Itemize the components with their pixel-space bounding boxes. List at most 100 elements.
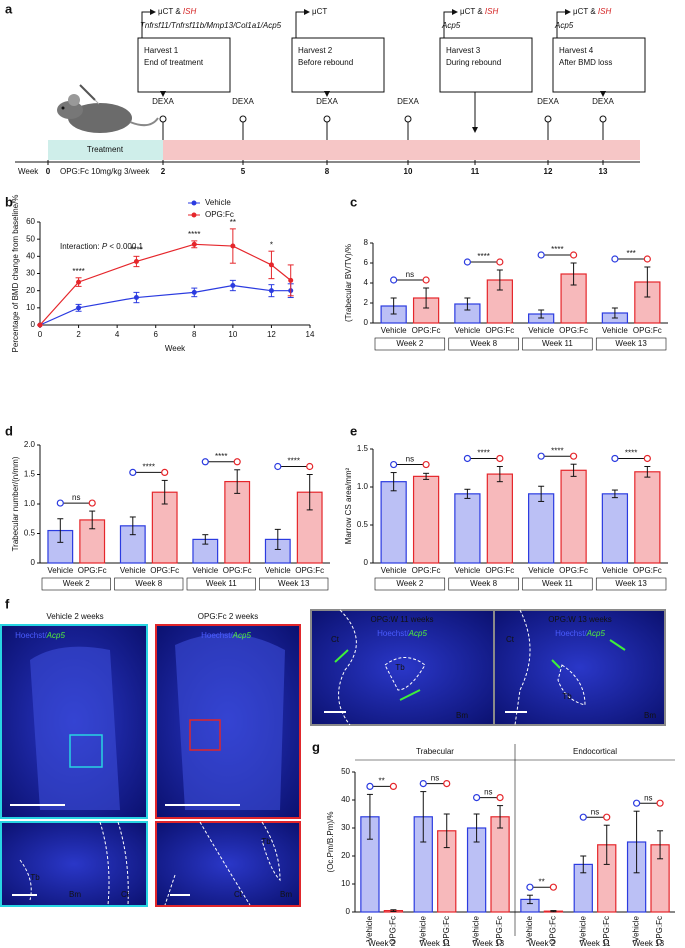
category-box (41, 577, 111, 591)
bar (486, 473, 513, 564)
bar-label: Vehicle (455, 566, 481, 575)
category-label: Week 2 (396, 339, 424, 348)
bar-label: Vehicle (525, 915, 534, 941)
significance-marker (549, 883, 558, 891)
dexa-marker (323, 115, 331, 123)
stain-name: Hoechst/ (555, 629, 587, 638)
significance-marker (463, 454, 471, 463)
imaging-label: μCT & ISH (158, 7, 196, 16)
bar-label: OPG:Fc (442, 916, 451, 945)
significance-label: *** (626, 249, 635, 258)
stain-label: Hoechst/Acp5 (377, 629, 427, 638)
y-tick-label: 50 (341, 767, 350, 776)
category-label: Week 2 (368, 939, 396, 948)
significance-label: ns (591, 807, 599, 816)
bar-label: Vehicle (381, 566, 407, 575)
harvest-subtitle: End of treatment (144, 58, 204, 67)
significance-marker (537, 452, 545, 460)
significance-marker (569, 452, 578, 460)
y-axis-label: (Oc.Pm/B.Pm)/% (326, 812, 335, 873)
bar-label: OPG:Fc (223, 566, 252, 575)
bar-label: Vehicle (528, 566, 554, 575)
micrograph (493, 609, 666, 726)
micrograph-title: Vehicle 2 weeks (46, 612, 103, 621)
week-number: 13 (599, 167, 608, 176)
y-tick-label: 0 (31, 558, 36, 567)
category-label: Week 11 (580, 939, 611, 948)
timeline-followup (163, 140, 640, 160)
significance-marker (569, 251, 578, 259)
bar-label: Vehicle (381, 326, 407, 335)
significance-marker (419, 779, 427, 788)
zoom-region (189, 719, 221, 751)
timeline-treatment (48, 140, 163, 160)
harvest-title: Harvest 3 (446, 46, 481, 55)
significance-marker (201, 458, 209, 466)
significance-marker (643, 454, 651, 463)
dexa-marker (404, 115, 412, 123)
y-tick-label: 0 (346, 907, 351, 916)
y-tick-label: 8 (364, 238, 369, 247)
bar (380, 481, 407, 564)
significance-label: **** (188, 230, 200, 239)
bone-outline (30, 646, 120, 810)
y-tick-label: 30 (26, 269, 35, 278)
significance-marker (422, 460, 430, 469)
bar-label: Vehicle (472, 915, 481, 941)
category-box (522, 337, 593, 351)
bar-label: Vehicle (632, 915, 641, 941)
bar-label: Vehicle (365, 915, 374, 941)
annotation-prefix: Interaction: (60, 242, 102, 251)
category-box (186, 577, 256, 591)
category-box (114, 577, 184, 591)
bar-label: Vehicle (192, 566, 218, 575)
y-tick-label: 1.5 (357, 444, 369, 453)
panel-label: c (350, 194, 357, 209)
bar-label: Vehicle (47, 566, 73, 575)
boundary-line (338, 609, 357, 726)
harvest-subtitle: After BMD loss (559, 58, 612, 67)
dexa-label: DEXA (152, 97, 174, 106)
dexa-label: DEXA (397, 97, 419, 106)
data-point (288, 277, 294, 283)
ish-method: ISH (183, 7, 197, 16)
ish-method: ISH (598, 7, 612, 16)
imaging-arrow (556, 9, 571, 38)
significance-label: **** (477, 252, 489, 261)
boundary-line (99, 821, 110, 906)
category-label: Week 2 (63, 579, 91, 588)
series-line (39, 284, 291, 326)
y-tick-label: 10 (341, 879, 350, 888)
category-box (374, 337, 446, 351)
significance-label: **** (477, 449, 489, 458)
bar-label: OPG:Fc (495, 916, 504, 945)
category-box (259, 577, 329, 591)
micrograph-title: OPG:Fc 2 weeks (198, 612, 258, 621)
y-axis-label: Percentage of BMD change from baseline/% (11, 195, 20, 353)
significance-label: **** (143, 463, 155, 472)
signal (551, 659, 561, 669)
panel-label: g (312, 739, 320, 754)
imaging-label: μCT & ISH (573, 7, 611, 16)
legend-label: OPG:Fc (205, 210, 234, 219)
data-point (37, 322, 43, 328)
boundary-line (557, 664, 586, 706)
bar-label: OPG:Fc (485, 326, 514, 335)
panel-label: e (350, 423, 357, 438)
tissue-label: Bm (644, 711, 656, 720)
bar (634, 471, 661, 564)
category-label: Week 2 (396, 579, 424, 588)
significance-label: * (270, 240, 273, 249)
week-number: 11 (471, 167, 480, 176)
significance-label: **** (551, 446, 563, 455)
boundary-line (514, 609, 531, 726)
significance-label: **** (551, 245, 563, 254)
bar-label: OPG:Fc (549, 916, 558, 945)
harvest-subtitle: During rebound (446, 58, 501, 67)
significance-marker (463, 258, 471, 266)
significance-marker (643, 255, 651, 263)
y-tick-label: 10 (26, 303, 35, 312)
mouse-icon (57, 84, 159, 133)
category-box (595, 577, 667, 591)
significance-label: **** (72, 267, 84, 276)
